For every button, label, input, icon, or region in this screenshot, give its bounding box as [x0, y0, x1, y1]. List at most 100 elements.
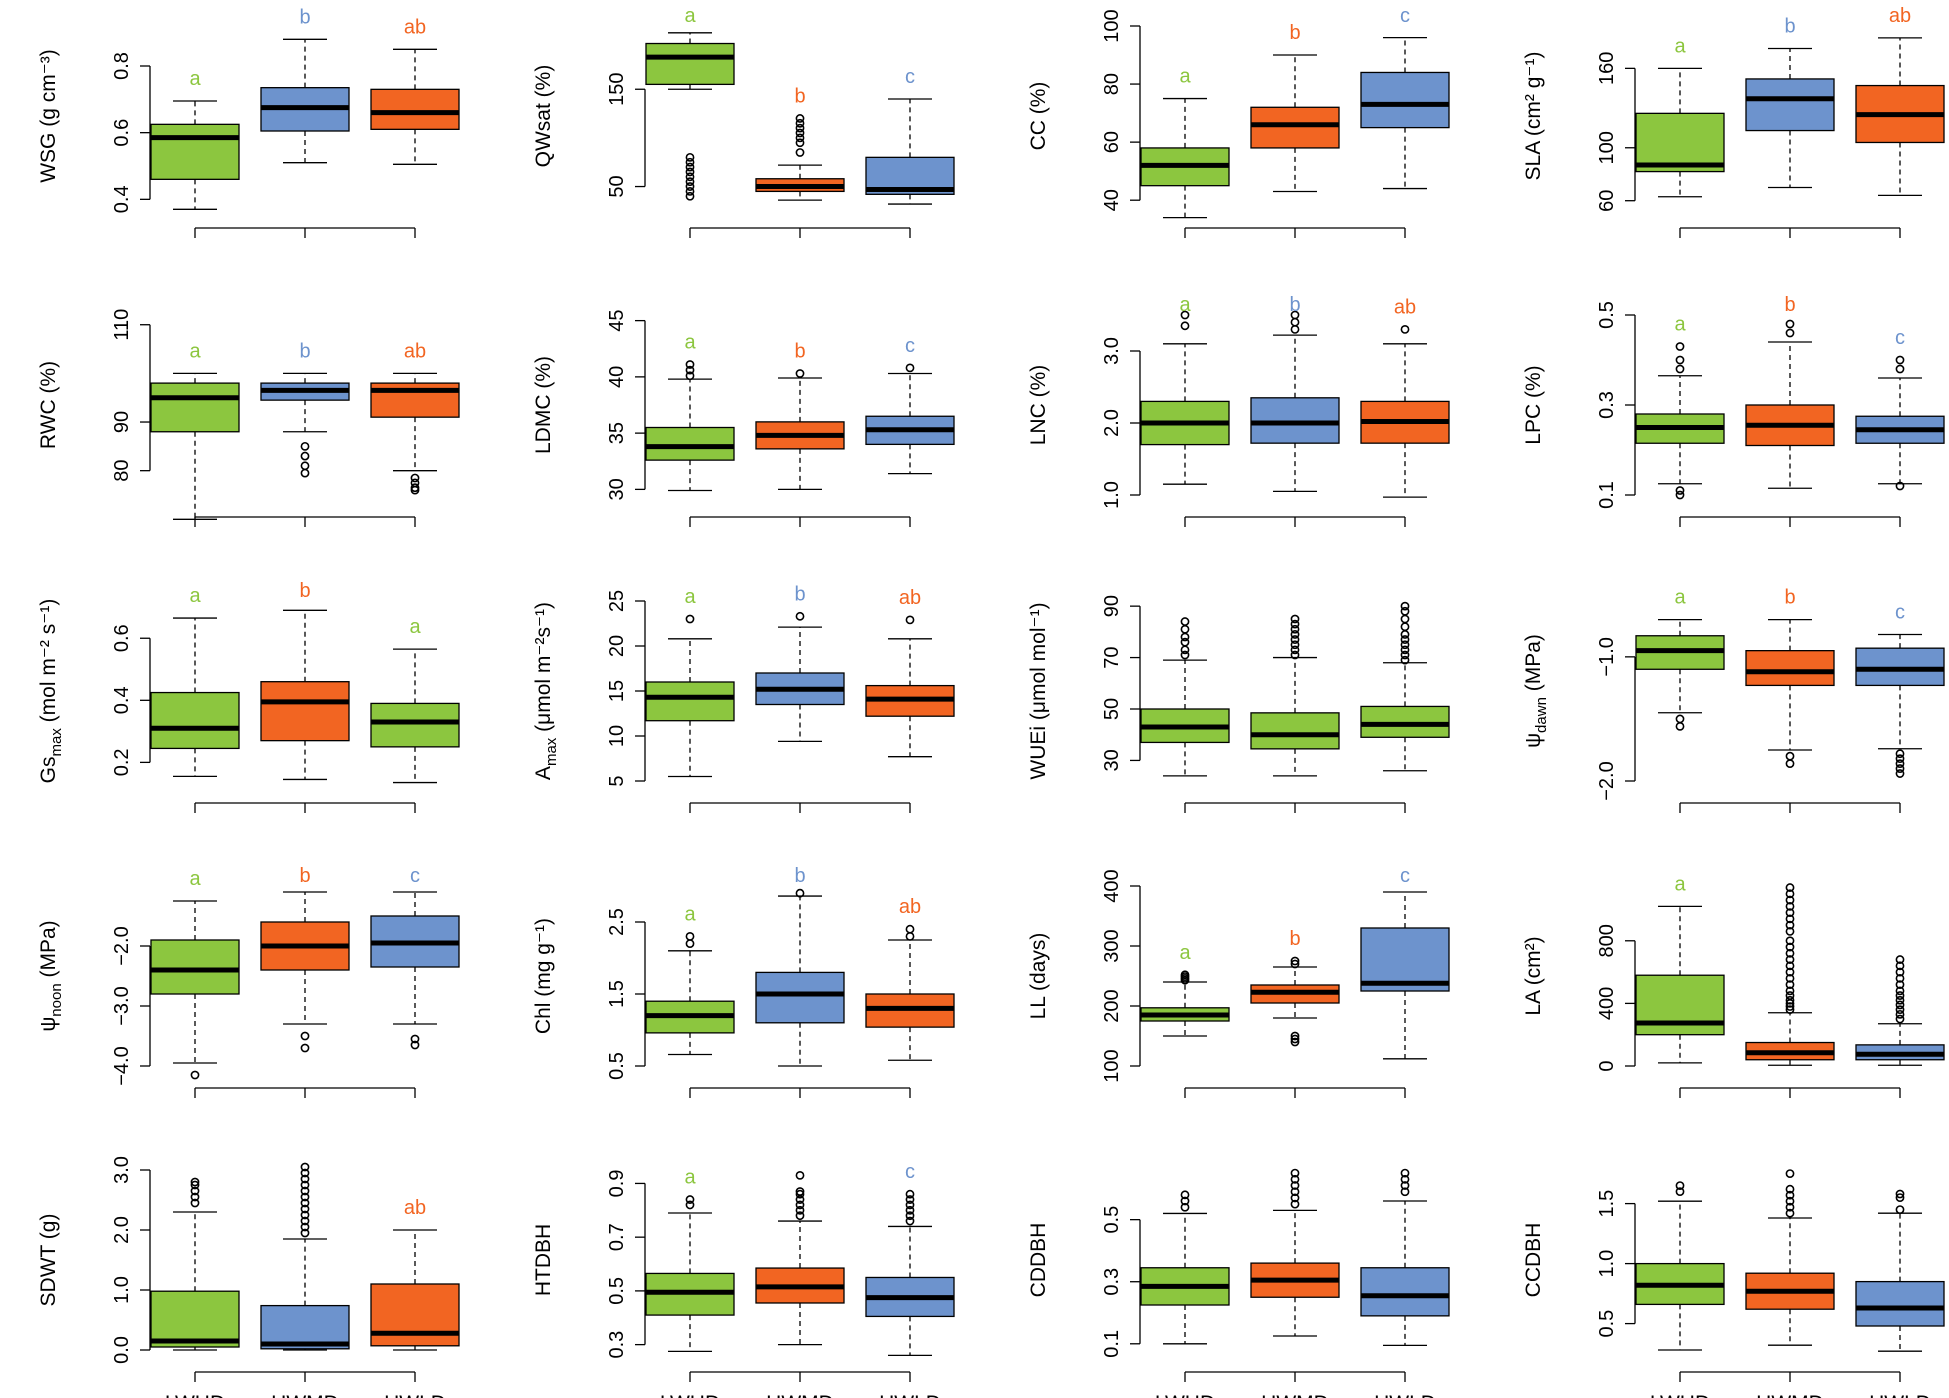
panel-ldmc: 30 35 40 45 LDMC (%) a b c [532, 310, 955, 527]
y-tick-label: 100 [1596, 131, 1618, 164]
outlier-point [685, 360, 695, 369]
outlier-point [1785, 1184, 1795, 1194]
outlier-point [1180, 1190, 1190, 1200]
outlier-point [1400, 640, 1410, 650]
box-hwmd: b [755, 341, 845, 491]
outlier-point [685, 182, 695, 191]
x-tick-label: LWHD [660, 1392, 720, 1398]
outlier-point [1895, 955, 1905, 964]
significance-letter: a [1674, 873, 1686, 895]
outlier-point [300, 441, 310, 451]
outlier-point [300, 1031, 310, 1041]
y-tick-label: 30 [1101, 749, 1123, 771]
y-tick-label: 800 [1596, 924, 1618, 957]
y-tick-label: 0.4 [111, 185, 133, 213]
outlier-point [190, 1192, 200, 1202]
outlier-point [1785, 1196, 1795, 1206]
outlier-point [1400, 324, 1410, 334]
outlier-point [1675, 1181, 1685, 1190]
box-lwhd: a [150, 868, 240, 1080]
outlier-point [190, 1070, 200, 1080]
outlier-point [1785, 328, 1795, 338]
outlier-point [1180, 637, 1190, 647]
outlier-point [1785, 895, 1795, 905]
significance-letter: c [905, 66, 915, 88]
significance-letter: a [189, 868, 201, 890]
outlier-point [795, 369, 805, 378]
outlier-point [1675, 355, 1685, 365]
box-hwmd: b [1745, 587, 1835, 769]
outlier-point [410, 485, 420, 495]
box-body [755, 971, 845, 1024]
outlier-point [300, 1168, 310, 1178]
outlier-point [1290, 650, 1300, 660]
outlier-point [1400, 635, 1410, 644]
y-tick-label: 50 [606, 175, 628, 197]
outlier-point [1895, 749, 1905, 759]
outlier-point [1290, 619, 1300, 629]
panel-ll: 100 200 300 400 LL (days) a b c [1027, 865, 1450, 1098]
y-tick-label: 5 [606, 775, 628, 786]
outlier-point [685, 191, 695, 201]
y-tick-label: −4.0 [111, 1046, 133, 1085]
outlier-point [1675, 1187, 1685, 1196]
box-body [150, 123, 240, 180]
box-hwmd [1250, 614, 1340, 777]
outlier-point [190, 1186, 200, 1196]
outlier-point [905, 1189, 915, 1199]
box-lwhd: a [645, 903, 735, 1056]
y-axis-title: LDMC (%) [532, 356, 555, 454]
significance-letter: b [794, 865, 805, 887]
y-axis-title: ψdawn (MPa) [1522, 634, 1550, 748]
box-body [1635, 974, 1725, 1036]
panel-psinoon: −4.0 −3.0 −2.0 ψnoon (MPa) a b c [37, 865, 460, 1098]
box-hwmd: b [260, 340, 350, 478]
outlier-point [1180, 1202, 1190, 1212]
y-tick-label: 50 [1101, 698, 1123, 720]
significance-letter: a [189, 68, 201, 90]
panel-psidawn: −2.0 −1.0 ψdawn (MPa) a b c [1522, 587, 1945, 813]
y-tick-label: 40 [1101, 189, 1123, 211]
box-lwhd: a [645, 5, 735, 201]
y-tick-label: 1.0 [111, 1276, 133, 1304]
outlier-point [795, 1195, 805, 1204]
outlier-point [1785, 973, 1795, 983]
significance-letter: b [299, 865, 310, 887]
box-body [150, 1290, 240, 1348]
outlier-point [1785, 986, 1795, 996]
outlier-point [685, 371, 695, 381]
outlier-point [795, 114, 805, 123]
y-tick-label: 70 [1101, 646, 1123, 668]
outlier-point [795, 1200, 805, 1210]
box-body [370, 1283, 460, 1347]
significance-letter: b [794, 583, 805, 605]
outlier-point [1290, 1034, 1300, 1044]
outlier-point [1400, 655, 1410, 665]
significance-letter: a [189, 340, 201, 362]
y-tick-label: 0.8 [111, 52, 133, 80]
y-tick-label: 0.5 [1596, 1310, 1618, 1338]
y-tick-label: 160 [1596, 52, 1618, 85]
outlier-point [905, 924, 915, 934]
outlier-point [1180, 624, 1190, 634]
significance-letter: c [1400, 865, 1410, 887]
box-hwld [1855, 1189, 1945, 1352]
significance-letter: ab [404, 1197, 426, 1219]
outlier-point [685, 187, 695, 196]
box-body [1360, 71, 1450, 129]
outlier-point [1895, 1005, 1905, 1015]
y-tick-label: 3.0 [1101, 337, 1123, 365]
outlier-point [905, 1200, 915, 1210]
y-tick-label: 0.0 [111, 1336, 133, 1364]
box-body [1360, 927, 1450, 992]
outlier-point [190, 1198, 200, 1208]
box-lwhd: a [1635, 314, 1725, 500]
y-tick-label: 0.1 [1596, 481, 1618, 509]
y-tick-label: 1.5 [606, 980, 628, 1008]
box-lwhd: a [1635, 35, 1725, 198]
outlier-point [1895, 1189, 1905, 1199]
outlier-point [300, 468, 310, 478]
outlier-point [1180, 632, 1190, 642]
outlier-point [795, 611, 805, 621]
outlier-point [795, 1205, 805, 1215]
